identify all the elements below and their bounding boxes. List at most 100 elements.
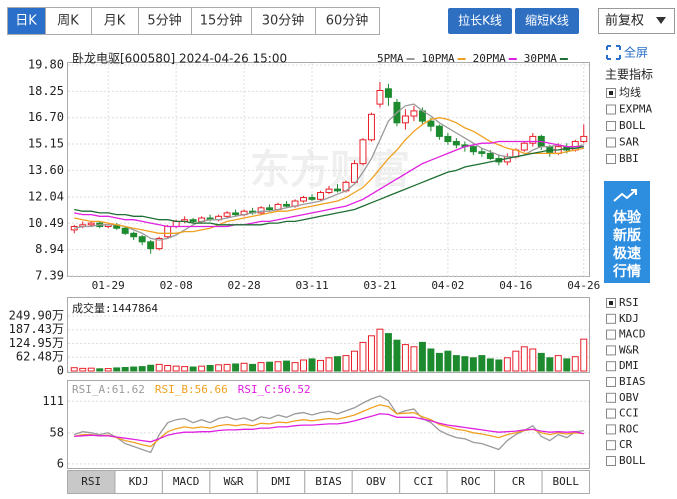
indicator-option[interactable]: CCI xyxy=(619,407,639,420)
volume-bar xyxy=(401,344,409,372)
candle-body xyxy=(580,135,588,143)
indicator-option[interactable]: RSI xyxy=(619,296,639,309)
indicator-tab-label[interactable]: W&R xyxy=(224,475,244,488)
zoom-button-label[interactable]: 缩短K线 xyxy=(525,13,569,28)
indicator-tab-label[interactable]: BOLL xyxy=(553,475,580,488)
indicator-tab-label[interactable]: DMI xyxy=(271,475,291,488)
timeframe-tab[interactable] xyxy=(45,7,92,35)
series-line xyxy=(74,140,584,228)
timeframe-tab[interactable] xyxy=(251,7,316,35)
zoom-button-label[interactable]: 拉长K线 xyxy=(458,13,502,28)
indicator-option[interactable]: MACD xyxy=(619,328,646,341)
promo-text[interactable]: 行情 xyxy=(612,263,641,280)
volume-bar xyxy=(198,365,206,372)
volume-bar xyxy=(384,333,392,372)
timeframe-tab-label[interactable]: 15分钟 xyxy=(200,13,243,29)
indicator-option[interactable]: KDJ xyxy=(619,312,639,325)
indicator-tab-label[interactable]: MACD xyxy=(173,475,200,488)
indicator-option[interactable]: EXPMA xyxy=(619,103,652,116)
indicator-tab-label[interactable]: KDJ xyxy=(129,475,149,488)
y-tick-label: 0 xyxy=(57,364,64,378)
indicator-tab-label[interactable]: ROC xyxy=(461,475,481,488)
fullscreen-label[interactable]: 全屏 xyxy=(624,45,648,60)
indicator-option[interactable]: CR xyxy=(619,438,633,451)
indicator-radio[interactable] xyxy=(606,408,616,419)
indicator-option[interactable]: DMI xyxy=(619,359,639,372)
indicator-radio[interactable] xyxy=(606,345,616,356)
volume-bar xyxy=(223,363,231,372)
timeframe-tab-label[interactable]: 周K xyxy=(57,14,79,29)
timeframe-tab-label[interactable]: 日K xyxy=(15,14,37,29)
candle-body xyxy=(223,212,231,217)
indicator-tab-label[interactable]: BIAS xyxy=(315,475,342,488)
indicator-radio[interactable] xyxy=(606,361,616,372)
candle-body xyxy=(164,226,172,238)
legend-label: 10PMA xyxy=(422,52,455,65)
rsi-panel xyxy=(67,380,590,469)
volume-bar xyxy=(461,356,469,372)
indicator-radio[interactable] xyxy=(606,121,616,131)
legend-label: 30PMA xyxy=(524,52,557,65)
timeframe-tab-label[interactable]: 30分钟 xyxy=(262,13,305,29)
timeframe-tab-label[interactable]: 5分钟 xyxy=(147,13,181,29)
volume-bar xyxy=(435,352,443,372)
indicator-tab[interactable] xyxy=(541,470,591,494)
indicator-option[interactable]: BBI xyxy=(619,152,639,165)
indicator-radio[interactable] xyxy=(606,137,616,148)
volume-bar xyxy=(444,350,452,372)
volume-bar xyxy=(410,346,418,372)
indicator-option[interactable]: W&R xyxy=(619,343,639,356)
indicator-radio[interactable] xyxy=(606,392,616,403)
indicator-option[interactable]: BOLL xyxy=(619,454,646,467)
x-tick-label: 04-26 xyxy=(567,279,600,292)
promo-text[interactable]: 新版 xyxy=(613,227,641,244)
timeframe-tab[interactable] xyxy=(138,7,192,35)
promo-text[interactable]: 体验 xyxy=(613,209,642,226)
indicator-radio[interactable] xyxy=(606,329,616,340)
indicator-option[interactable]: BIAS xyxy=(619,375,646,388)
indicator-tab-label[interactable]: CCI xyxy=(413,475,433,488)
volume-bar xyxy=(79,367,87,372)
y-tick-label: 7.39 xyxy=(35,269,64,283)
volume-bar xyxy=(113,367,121,372)
indicator-tab-label[interactable]: OBV xyxy=(366,475,386,488)
promo-text[interactable]: 极速 xyxy=(613,245,641,262)
zoom-button[interactable] xyxy=(448,8,512,34)
indicator-option[interactable]: SAR xyxy=(619,136,639,149)
candle-body xyxy=(478,151,486,154)
indicator-radio[interactable] xyxy=(606,154,616,164)
candle-body xyxy=(435,125,443,137)
volume-bar xyxy=(376,328,384,372)
volume-bar xyxy=(104,368,112,372)
timeframe-tab-label[interactable]: 月K xyxy=(104,14,126,29)
indicator-option[interactable]: BOLL xyxy=(619,119,646,132)
volume-bar xyxy=(342,355,350,372)
timeframe-tab[interactable] xyxy=(91,7,139,35)
zoom-button[interactable] xyxy=(515,8,579,34)
indicator-radio[interactable] xyxy=(606,424,616,435)
indicator-option[interactable]: OBV xyxy=(619,391,639,404)
candle-body xyxy=(334,188,341,192)
indicator-option[interactable]: ROC xyxy=(619,422,639,435)
y-tick-label: 111 xyxy=(42,394,64,408)
indicator-tab-label[interactable]: RSI xyxy=(81,475,101,488)
indicator-radio[interactable] xyxy=(606,104,616,115)
timeframe-tab-label[interactable]: 60分钟 xyxy=(326,13,369,29)
indicator-radio[interactable] xyxy=(606,440,616,451)
adjust-dropdown-label[interactable]: 前复权 xyxy=(605,13,644,29)
timeframe-tab[interactable] xyxy=(315,7,380,35)
timeframe-tab[interactable] xyxy=(191,7,252,35)
indicator-radio[interactable] xyxy=(606,377,616,387)
candle-body xyxy=(172,220,180,228)
fullscreen-icon[interactable]: 全屏 xyxy=(606,45,648,60)
indicator-option[interactable]: 均线 xyxy=(619,85,641,99)
indicator-radio[interactable] xyxy=(606,456,616,466)
volume-bar xyxy=(580,338,588,372)
volume-bar xyxy=(469,357,477,372)
volume-bar xyxy=(529,348,537,372)
fullscreen-glyph xyxy=(606,45,621,60)
volume-bar xyxy=(427,348,435,372)
indicator-tab-label[interactable]: CR xyxy=(512,475,526,488)
candle-body xyxy=(444,135,452,143)
indicator-radio[interactable] xyxy=(606,313,616,324)
